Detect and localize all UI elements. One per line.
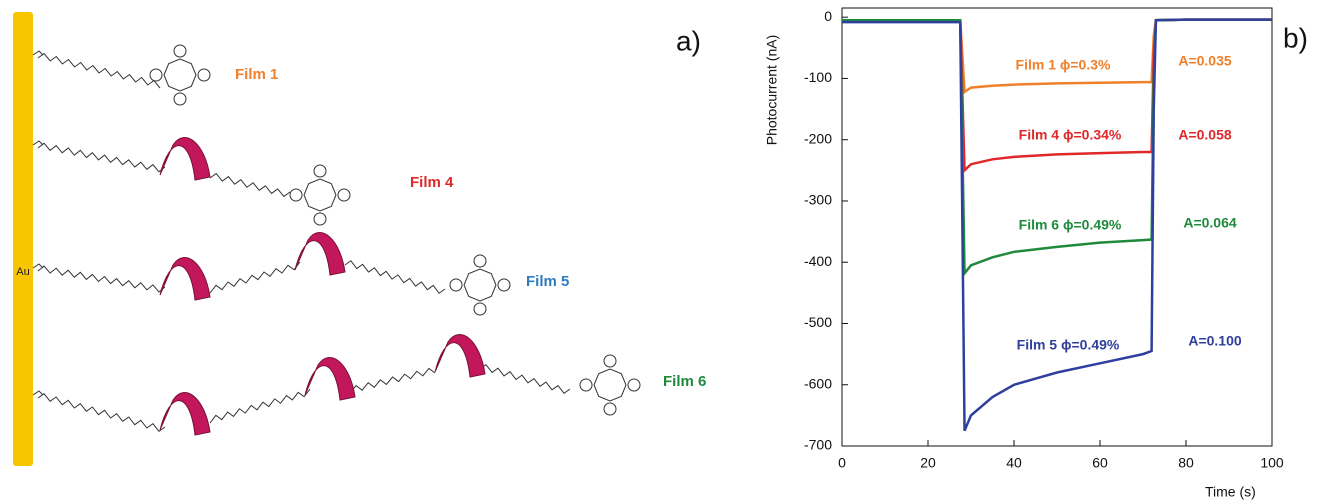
x-tick-label: 80 [1178,455,1194,471]
series-label: Film 5 ϕ=0.49% [1017,337,1120,353]
chain [209,388,311,424]
chain [209,172,291,198]
y-axis-title: Photocurrent (nA) [764,35,780,146]
chain [209,261,301,294]
phenyl [497,278,511,292]
film-label: Film 5 [526,273,569,290]
chain [349,367,436,394]
phenyl [473,302,487,316]
plot-frame [841,7,1273,447]
phenyl [313,164,327,178]
helix [159,257,211,301]
porphyrin [303,178,337,212]
phenyl [627,378,641,392]
phenyl [337,188,351,202]
x-tick-label: 20 [920,455,936,471]
thiol [32,390,44,396]
series-label: Film 4 ϕ=0.34% [1019,127,1122,143]
data-line [842,18,1272,432]
phenyl [149,68,163,82]
phenyl [449,278,463,292]
phenyl [603,402,617,416]
molecules [32,44,641,436]
film-label: Film 6 [663,373,706,390]
y-tick-label: -300 [804,192,832,208]
absorbance-label: A=0.064 [1183,215,1237,231]
y-tick-label: 0 [824,8,832,24]
y-tick-label: -200 [804,130,832,146]
phenyl [603,354,617,368]
phenyl [579,378,593,392]
x-axis-title: Time (s) [1205,484,1256,500]
y-tick-label: -100 [804,69,832,85]
helix [434,334,486,378]
thiol [32,140,44,146]
phenyl [313,212,327,226]
chain [37,52,161,89]
y-tick-label: -500 [804,314,832,330]
thiol [32,50,44,56]
x-tick-label: 0 [838,455,846,471]
phenyl [289,188,303,202]
series-label: Film 1 ϕ=0.3% [1016,57,1111,73]
absorbance-label: A=0.035 [1178,53,1232,69]
helix [304,357,356,401]
electrode-label: Au [16,266,29,278]
film-label: Film 1 [235,66,278,83]
phenyl [173,44,187,58]
phenyl [173,92,187,106]
porphyrin [593,368,627,402]
porphyrin [463,268,497,302]
data-line [842,18,1272,174]
absorbance-label: A=0.058 [1178,127,1232,143]
x-tick-label: 60 [1092,455,1108,471]
chain [37,392,166,433]
y-tick-label: -600 [804,375,832,391]
y-tick-label: -700 [804,437,832,453]
gold-electrode [13,12,33,466]
phenyl [197,68,211,82]
absorbance-label: A=0.100 [1188,333,1242,349]
film-label: Film 4 [410,174,454,191]
phenyl [473,254,487,268]
panel-label: b) [1283,22,1308,53]
helix [159,137,211,181]
chain [344,260,446,294]
chain [37,265,166,293]
helix [294,232,346,276]
x-tick-label: 100 [1260,455,1284,471]
chain [37,142,166,173]
chain [479,364,571,394]
panel-label: a) [676,25,701,56]
helix [159,392,211,436]
x-tick-label: 40 [1006,455,1022,471]
thiol [32,263,44,269]
porphyrin [163,58,197,92]
series-label: Film 6 ϕ=0.49% [1019,217,1122,233]
y-tick-label: -400 [804,253,832,269]
